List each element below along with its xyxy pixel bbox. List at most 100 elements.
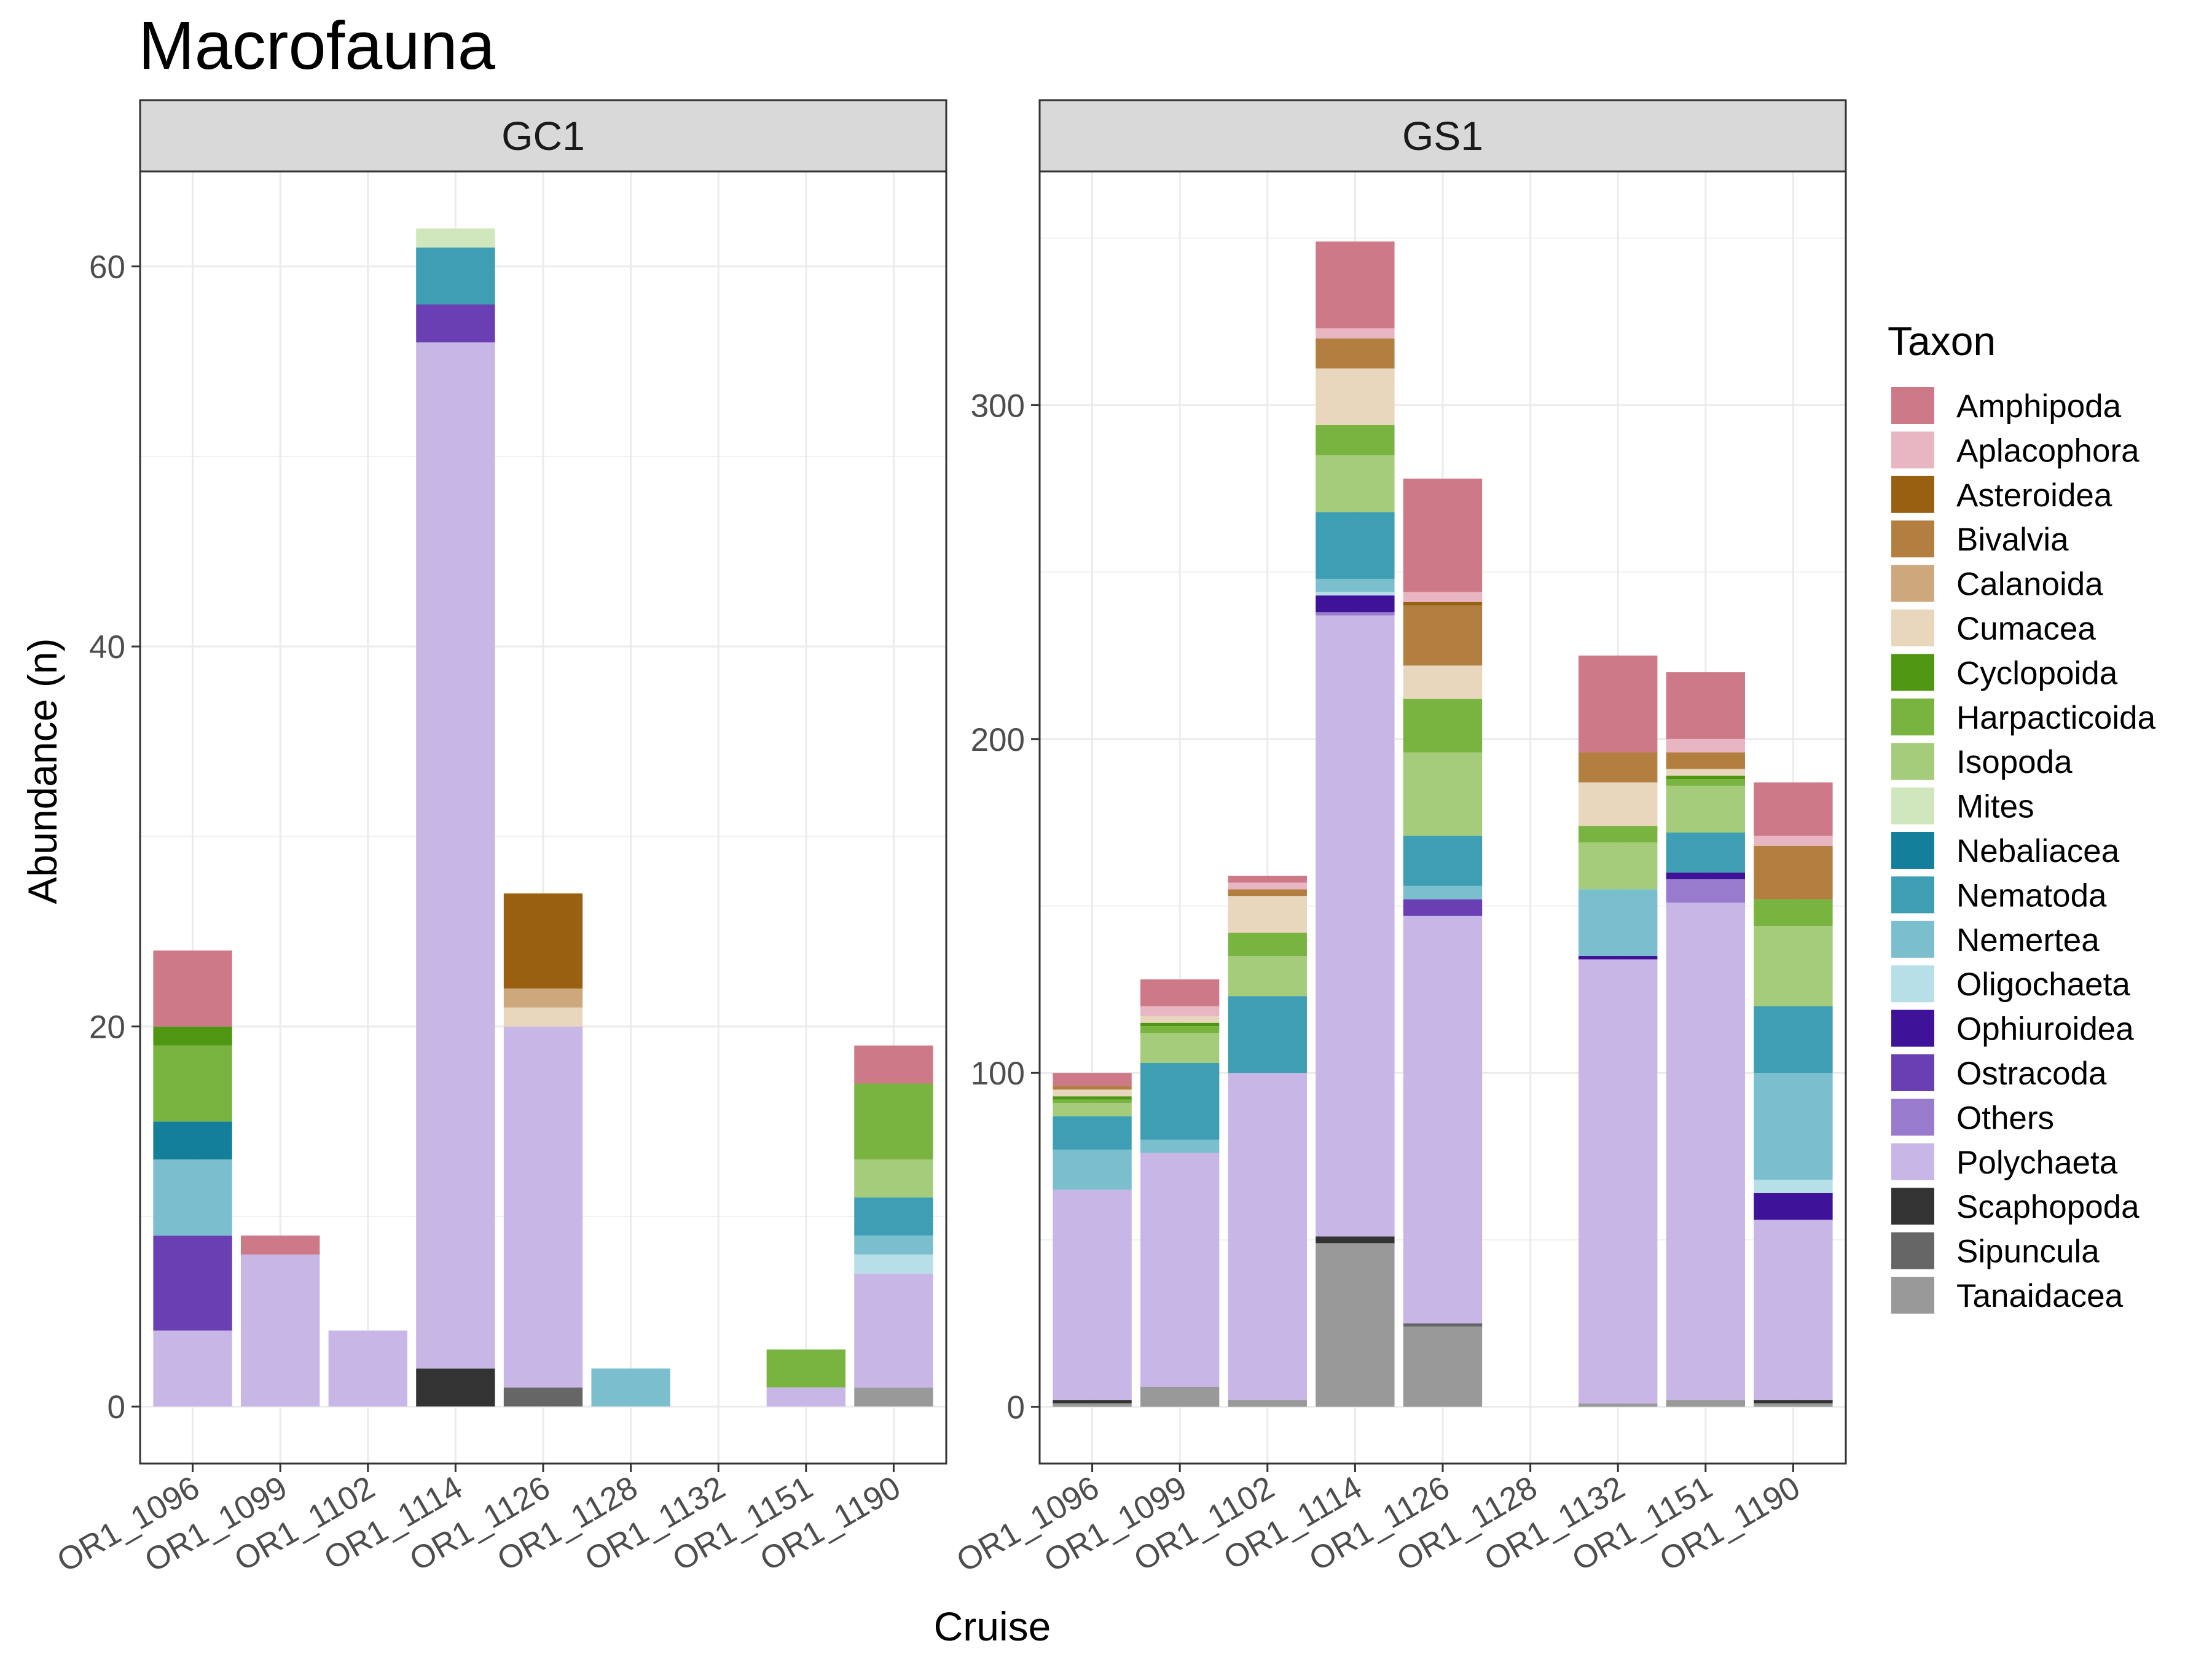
bar-gs1-or1-1151-polychaeta (1666, 903, 1745, 1400)
bar-gs1-or1-1114-ophiuroidea (1316, 595, 1394, 612)
panel-gc1: GC10204060OR1_1096OR1_1099OR1_1102OR1_11… (51, 100, 946, 1580)
bar-gs1-or1-1190-oligochaeta (1754, 1180, 1832, 1193)
bar-gs1-or1-1114-harpacticoida (1316, 425, 1394, 455)
bar-gc1-or1-1096-ostracoda (153, 1236, 232, 1331)
bar-gs1-or1-1126-aplacophora (1403, 592, 1482, 602)
bar-gs1-or1-1114-amphipoda (1316, 241, 1394, 328)
bar-gs1-or1-1132-amphipoda (1579, 656, 1657, 753)
legend-label: Sipuncula (1956, 1234, 2100, 1270)
legend-key (1891, 1188, 1934, 1225)
chart-title: Macrofauna (138, 8, 496, 84)
bar-gc1-or1-1126-calanoida (504, 989, 582, 1008)
bar-gs1-or1-1126-tanaidacea (1403, 1327, 1482, 1406)
y-tick-label: 0 (1007, 1390, 1025, 1426)
bar-gs1-or1-1132-polychaeta (1579, 959, 1657, 1403)
bar-gs1-or1-1126-asteroidea (1403, 602, 1482, 605)
legend-label: Nemertea (1956, 922, 2100, 958)
bar-gc1-or1-1099-amphipoda (241, 1236, 320, 1255)
bar-gc1-or1-1114-polychaeta (416, 342, 495, 1368)
legend-key (1891, 431, 1934, 468)
bar-gc1-or1-1128-nemertea (591, 1368, 670, 1406)
bar-gs1-or1-1132-cumacea (1579, 782, 1657, 826)
bar-gc1-or1-1190-oligochaeta (854, 1255, 933, 1274)
legend-key (1891, 965, 1934, 1002)
bar-gs1-or1-1151-others (1666, 879, 1745, 903)
y-tick-label: 100 (971, 1056, 1025, 1092)
legend-key (1891, 699, 1934, 735)
legend-key (1891, 1099, 1934, 1135)
legend-item-nematoda: Nematoda (1891, 876, 2107, 914)
bar-gc1-or1-1096-harpacticoida (153, 1046, 232, 1122)
bar-gs1-or1-1114-scaphopoda (1316, 1236, 1394, 1243)
bar-gs1-or1-1114-oligochaeta (1316, 592, 1394, 595)
legend-item-amphipoda: Amphipoda (1891, 387, 2122, 425)
bar-gs1-or1-1096-cumacea (1053, 1089, 1131, 1096)
legend-key (1891, 876, 1934, 913)
legend-item-tanaidacea: Tanaidacea (1891, 1277, 2124, 1314)
bar-gc1-or1-1126-asteroidea (504, 893, 582, 989)
bar-gs1-or1-1132-bivalvia (1579, 753, 1657, 783)
legend-item-nemertea: Nemertea (1891, 921, 2100, 958)
legend-label: Polychaeta (1956, 1145, 2118, 1181)
bar-gs1-or1-1102-amphipoda (1228, 876, 1307, 883)
bar-gs1-or1-1126-harpacticoida (1403, 699, 1482, 753)
bar-gs1-or1-1132-isopoda (1579, 842, 1657, 889)
bar-gs1-or1-1102-harpacticoida (1228, 933, 1307, 956)
bar-gs1-or1-1151-ophiuroidea (1666, 872, 1745, 879)
legend-label: Cumacea (1956, 611, 2096, 647)
bar-gs1-or1-1132-tanaidacea (1579, 1403, 1657, 1406)
bar-gs1-or1-1099-amphipoda (1140, 979, 1219, 1006)
legend-item-scaphopoda: Scaphopoda (1891, 1188, 2139, 1225)
bar-gs1-or1-1151-nematoda (1666, 833, 1745, 872)
legend-key (1891, 654, 1934, 691)
bar-gs1-or1-1102-polychaeta (1228, 1073, 1307, 1400)
legend-key (1891, 520, 1934, 557)
bar-gc1-or1-1114-mites (416, 229, 495, 248)
bar-gs1-or1-1102-tanaidacea (1228, 1400, 1307, 1407)
bar-gs1-or1-1114-isopoda (1316, 455, 1394, 512)
bar-gs1-or1-1151-aplacophora (1666, 739, 1745, 753)
bar-gs1-or1-1099-cumacea (1140, 1016, 1219, 1023)
bar-gs1-or1-1102-nematoda (1228, 996, 1307, 1073)
bar-gs1-or1-1102-isopoda (1228, 956, 1307, 996)
bar-gs1-or1-1151-cyclopoida (1666, 776, 1745, 779)
bar-gs1-or1-1102-aplacophora (1228, 882, 1307, 889)
bar-gc1-or1-1096-nemertea (153, 1159, 232, 1236)
bar-gs1-or1-1099-aplacophora (1140, 1006, 1219, 1016)
bar-gs1-or1-1114-tanaidacea (1316, 1243, 1394, 1406)
bar-gs1-or1-1190-scaphopoda (1754, 1400, 1832, 1403)
legend-item-sipuncula: Sipuncula (1891, 1233, 2100, 1270)
bar-gs1-or1-1190-harpacticoida (1754, 900, 1832, 926)
bar-gs1-or1-1096-nematoda (1053, 1116, 1131, 1150)
bar-gs1-or1-1096-tanaidacea (1053, 1403, 1131, 1406)
legend-item-harpacticoida: Harpacticoida (1891, 699, 2156, 736)
bar-gs1-or1-1099-harpacticoida (1140, 1026, 1219, 1033)
bar-gs1-or1-1099-nematoda (1140, 1063, 1219, 1140)
bar-gs1-or1-1114-cumacea (1316, 369, 1394, 425)
bar-gs1-or1-1114-polychaeta (1316, 616, 1394, 1237)
strip-label-gc1: GC1 (501, 113, 585, 159)
bar-gs1-or1-1096-polychaeta (1053, 1190, 1131, 1400)
legend-item-ophiuroidea: Ophiuroidea (1891, 1010, 2134, 1048)
bar-gs1-or1-1190-ophiuroidea (1754, 1193, 1832, 1220)
bar-gs1-or1-1126-nematoda (1403, 836, 1482, 886)
legend-label: Calanoida (1956, 566, 2103, 603)
bar-gc1-or1-1096-amphipoda (153, 951, 232, 1027)
bar-gs1-or1-1126-bivalvia (1403, 605, 1482, 665)
bar-gs1-or1-1096-nemertea (1053, 1150, 1131, 1190)
bar-gs1-or1-1126-nemertea (1403, 886, 1482, 900)
y-tick-label: 20 (89, 1009, 125, 1046)
legend-key (1891, 921, 1934, 958)
bar-gc1-or1-1126-sipuncula (504, 1387, 582, 1406)
bar-gs1-or1-1114-aplacophora (1316, 328, 1394, 338)
legend-key (1891, 565, 1934, 602)
x-axis-title: Cruise (934, 1604, 1051, 1649)
legend-title: Taxon (1888, 318, 1996, 364)
legend-key (1891, 832, 1934, 869)
bar-gc1-or1-1126-polychaeta (504, 1027, 582, 1388)
legend-item-ostracoda: Ostracoda (1891, 1054, 2107, 1092)
y-tick-label: 40 (89, 629, 125, 665)
bar-gs1-or1-1190-tanaidacea (1754, 1403, 1832, 1406)
legend-label: Harpacticoida (1956, 700, 2156, 736)
